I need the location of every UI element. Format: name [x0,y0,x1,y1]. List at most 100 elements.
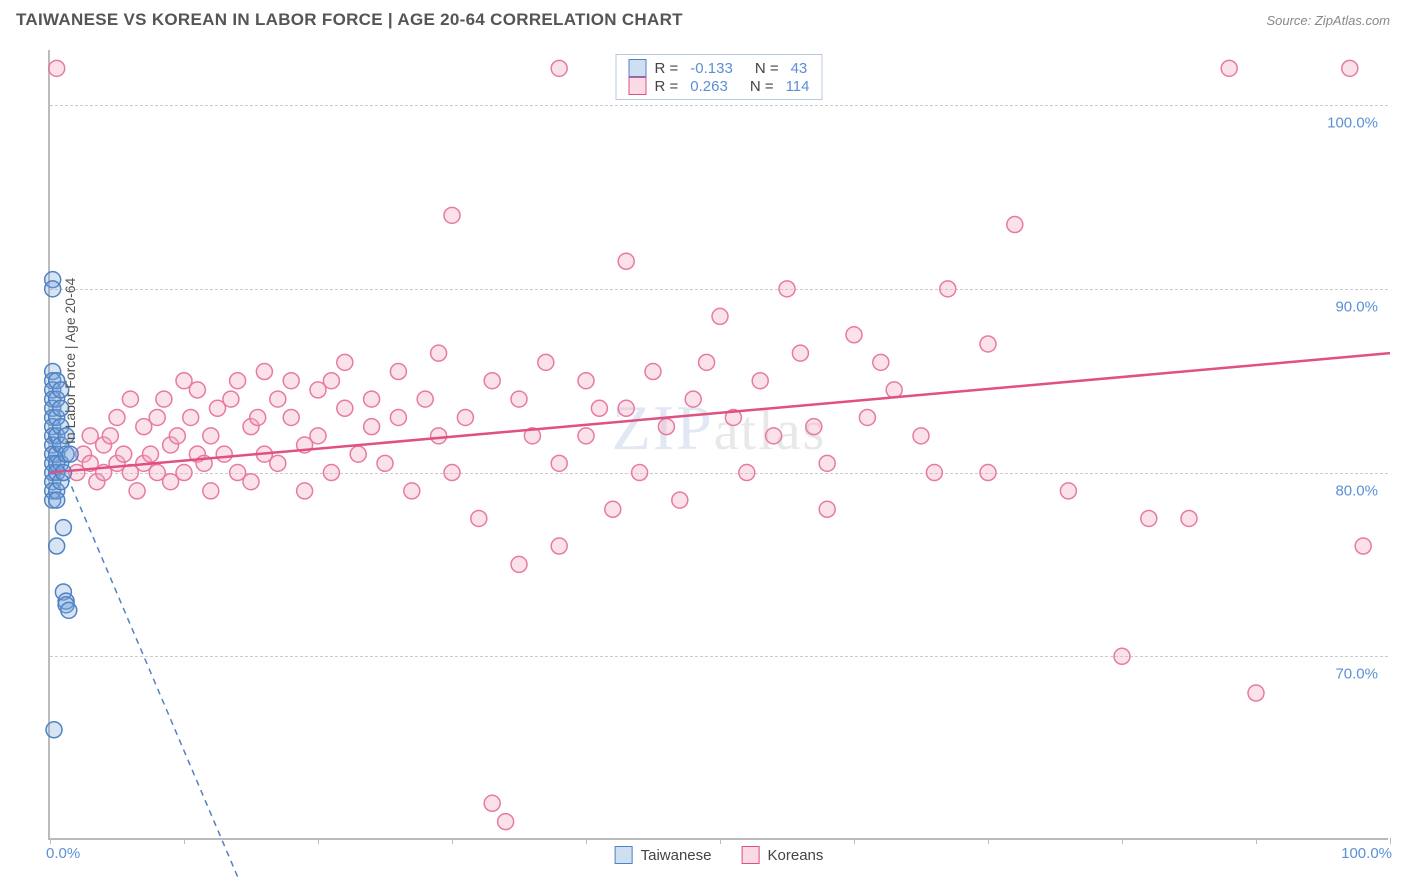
data-point [46,722,62,738]
legend-label-pink: Koreans [768,847,824,864]
data-point [62,446,78,462]
data-point [1007,217,1023,233]
n-value-blue: 43 [791,60,808,77]
r-label: R = [655,60,679,77]
data-point [484,373,500,389]
data-point [672,492,688,508]
data-point [591,400,607,416]
data-point [913,428,929,444]
legend-label-blue: Taiwanese [641,847,712,864]
data-point [752,373,768,389]
data-point [417,391,433,407]
data-point [1221,60,1237,76]
data-point [551,455,567,471]
data-point [645,364,661,380]
data-point [538,354,554,370]
data-point [143,446,159,462]
x-tick-mark [184,838,185,844]
scatter-svg [50,50,1388,838]
data-point [270,455,286,471]
data-point [846,327,862,343]
data-point [1060,483,1076,499]
data-point [699,354,715,370]
data-point [819,455,835,471]
legend-swatch-blue [629,59,647,77]
data-point [431,428,447,444]
chart-title: TAIWANESE VS KOREAN IN LABOR FORCE | AGE… [16,10,683,30]
data-point [498,814,514,830]
x-tick-mark [854,838,855,844]
data-point [270,391,286,407]
trend-line [50,436,238,877]
data-point [243,474,259,490]
data-point [739,465,755,481]
x-tick-mark [988,838,989,844]
data-point [337,400,353,416]
n-label: N = [750,78,774,95]
data-point [578,428,594,444]
data-point [1342,60,1358,76]
n-label: N = [755,60,779,77]
plot-area: ZIPatlas 70.0%80.0%90.0%100.0% In Labor … [48,50,1388,840]
data-point [102,428,118,444]
data-point [766,428,782,444]
data-point [1181,510,1197,526]
data-point [511,556,527,572]
data-point [156,391,172,407]
data-point [169,428,185,444]
data-point [618,400,634,416]
data-point [1248,685,1264,701]
data-point [216,446,232,462]
data-point [230,373,246,389]
x-axis-max: 100.0% [1341,845,1392,862]
data-point [364,391,380,407]
data-point [122,391,138,407]
data-point [806,419,822,435]
data-point [256,364,272,380]
data-point [149,409,165,425]
data-point [1355,538,1371,554]
x-tick-mark [1256,838,1257,844]
data-point [605,501,621,517]
legend-swatch-pink [742,846,760,864]
data-point [444,207,460,223]
legend-swatch-pink [629,77,647,95]
r-label: R = [655,78,679,95]
x-tick-mark [1390,838,1391,844]
data-point [685,391,701,407]
data-point [323,373,339,389]
data-point [297,483,313,499]
data-point [45,281,61,297]
data-point [779,281,795,297]
data-point [350,446,366,462]
y-axis-label: In Labor Force | Age 20-64 [62,278,78,444]
x-tick-mark [1122,838,1123,844]
data-point [390,364,406,380]
stats-legend: R = -0.133 N = 43 R = 0.263 N = 114 [616,54,823,100]
data-point [431,345,447,361]
data-point [49,538,65,554]
data-point [658,419,674,435]
data-point [223,391,239,407]
data-point [444,465,460,481]
data-point [926,465,942,481]
data-point [49,492,65,508]
r-value-pink: 0.263 [690,78,728,95]
data-point [183,409,199,425]
data-point [886,382,902,398]
data-point [404,483,420,499]
series-legend: Taiwanese Koreans [615,846,824,864]
data-point [129,483,145,499]
data-point [203,483,219,499]
source-label: Source: ZipAtlas.com [1266,13,1390,28]
data-point [873,354,889,370]
data-point [283,409,299,425]
data-point [337,354,353,370]
r-value-blue: -0.133 [690,60,733,77]
x-tick-mark [452,838,453,844]
data-point [712,308,728,324]
y-tick-label: 80.0% [1335,482,1378,499]
data-point [364,419,380,435]
legend-swatch-blue [615,846,633,864]
data-point [323,465,339,481]
